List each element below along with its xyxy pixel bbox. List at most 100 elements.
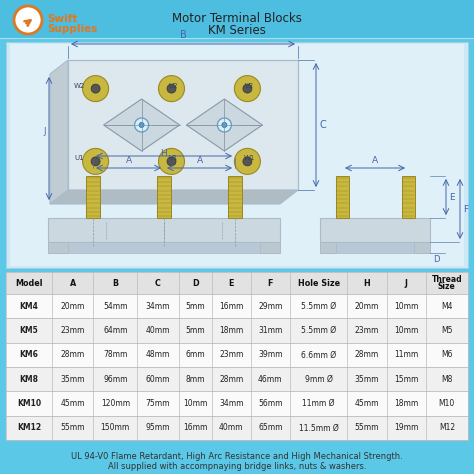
Bar bbox=[48, 218, 280, 242]
Bar bbox=[6, 416, 468, 440]
Bar bbox=[414, 242, 430, 253]
Text: J: J bbox=[44, 128, 46, 137]
Text: KM8: KM8 bbox=[19, 374, 38, 383]
Text: Model: Model bbox=[15, 279, 43, 288]
Text: C: C bbox=[155, 279, 161, 288]
Text: 23mm: 23mm bbox=[355, 326, 379, 335]
Text: 23mm: 23mm bbox=[61, 326, 85, 335]
Circle shape bbox=[91, 84, 100, 93]
Text: J: J bbox=[405, 279, 408, 288]
Text: D: D bbox=[192, 279, 199, 288]
Text: All supplied with accompnaying bridge links, nuts & washers.: All supplied with accompnaying bridge li… bbox=[108, 462, 366, 471]
Text: Hole Size: Hole Size bbox=[298, 279, 340, 288]
Text: 95mm: 95mm bbox=[146, 423, 170, 432]
Text: KM5: KM5 bbox=[19, 326, 38, 335]
Text: C: C bbox=[320, 120, 327, 130]
Circle shape bbox=[167, 84, 176, 93]
Bar bbox=[86, 176, 100, 218]
Bar bbox=[320, 218, 430, 242]
Text: 10mm: 10mm bbox=[394, 301, 418, 310]
Text: A: A bbox=[126, 156, 132, 165]
Polygon shape bbox=[50, 60, 68, 204]
Text: 65mm: 65mm bbox=[258, 423, 283, 432]
Text: 56mm: 56mm bbox=[258, 399, 283, 408]
Text: U1: U1 bbox=[75, 155, 84, 162]
Text: 5.5mm Ø: 5.5mm Ø bbox=[301, 326, 336, 335]
Bar bbox=[68, 60, 298, 190]
Text: 29mm: 29mm bbox=[258, 301, 283, 310]
Circle shape bbox=[158, 75, 184, 101]
Bar bbox=[6, 392, 468, 416]
Circle shape bbox=[235, 75, 260, 101]
Text: KM6: KM6 bbox=[19, 350, 38, 359]
Text: Thread: Thread bbox=[431, 275, 462, 284]
Text: 75mm: 75mm bbox=[146, 399, 170, 408]
Text: 34mm: 34mm bbox=[146, 301, 170, 310]
Text: B: B bbox=[112, 279, 118, 288]
Bar bbox=[48, 242, 68, 253]
Text: 150mm: 150mm bbox=[100, 423, 130, 432]
Polygon shape bbox=[186, 99, 263, 151]
Text: 16mm: 16mm bbox=[183, 423, 207, 432]
Text: KM10: KM10 bbox=[17, 399, 41, 408]
Circle shape bbox=[243, 84, 252, 93]
Text: KM12: KM12 bbox=[17, 423, 41, 432]
Text: 39mm: 39mm bbox=[258, 350, 283, 359]
Text: 28mm: 28mm bbox=[219, 374, 243, 383]
Bar bbox=[6, 343, 468, 367]
Text: V1: V1 bbox=[169, 155, 178, 162]
Text: Size: Size bbox=[438, 282, 456, 291]
Text: 19mm: 19mm bbox=[394, 423, 418, 432]
Text: F: F bbox=[268, 279, 273, 288]
Bar bbox=[260, 242, 280, 253]
Text: 5mm: 5mm bbox=[185, 301, 205, 310]
Circle shape bbox=[91, 157, 100, 166]
Circle shape bbox=[82, 75, 109, 101]
Bar bbox=[157, 176, 171, 218]
Circle shape bbox=[222, 122, 227, 128]
Text: 34mm: 34mm bbox=[219, 399, 244, 408]
Text: W1: W1 bbox=[244, 155, 255, 162]
Text: 18mm: 18mm bbox=[394, 399, 418, 408]
Text: 78mm: 78mm bbox=[103, 350, 128, 359]
Text: W2: W2 bbox=[74, 82, 85, 89]
Text: 11mm Ø: 11mm Ø bbox=[302, 399, 335, 408]
Text: M12: M12 bbox=[439, 423, 455, 432]
Text: 46mm: 46mm bbox=[258, 374, 283, 383]
Text: 35mm: 35mm bbox=[61, 374, 85, 383]
Circle shape bbox=[235, 148, 260, 174]
Circle shape bbox=[139, 122, 144, 128]
Text: M10: M10 bbox=[439, 399, 455, 408]
Text: UL 94-V0 Flame Retardant, High Arc Resistance and High Mechanical Strength.: UL 94-V0 Flame Retardant, High Arc Resis… bbox=[71, 452, 403, 461]
Text: 10mm: 10mm bbox=[394, 326, 418, 335]
Text: 28mm: 28mm bbox=[61, 350, 85, 359]
Text: KM Series: KM Series bbox=[208, 24, 266, 37]
Text: 48mm: 48mm bbox=[146, 350, 170, 359]
Text: 9mm Ø: 9mm Ø bbox=[305, 374, 333, 383]
Bar bbox=[402, 176, 415, 218]
Bar bbox=[228, 176, 242, 218]
Text: 5mm: 5mm bbox=[185, 326, 205, 335]
Circle shape bbox=[167, 157, 176, 166]
Text: B: B bbox=[180, 30, 186, 40]
Text: M5: M5 bbox=[441, 326, 453, 335]
Text: A: A bbox=[70, 279, 76, 288]
Text: 28mm: 28mm bbox=[355, 350, 379, 359]
Bar bbox=[0, 0, 474, 38]
Text: 11.5mm Ø: 11.5mm Ø bbox=[299, 423, 338, 432]
Text: 35mm: 35mm bbox=[355, 374, 379, 383]
Text: 40mm: 40mm bbox=[146, 326, 170, 335]
Text: 18mm: 18mm bbox=[219, 326, 243, 335]
Text: 96mm: 96mm bbox=[103, 374, 128, 383]
Text: D: D bbox=[433, 255, 439, 264]
Text: E: E bbox=[228, 279, 234, 288]
Text: Supplies: Supplies bbox=[47, 24, 97, 34]
Text: 20mm: 20mm bbox=[355, 301, 379, 310]
Text: 10mm: 10mm bbox=[183, 399, 207, 408]
Text: 40mm: 40mm bbox=[219, 423, 244, 432]
Text: A: A bbox=[372, 156, 378, 165]
Text: 15mm: 15mm bbox=[394, 374, 418, 383]
Text: 54mm: 54mm bbox=[103, 301, 128, 310]
Polygon shape bbox=[50, 190, 298, 204]
Bar bbox=[6, 272, 468, 440]
